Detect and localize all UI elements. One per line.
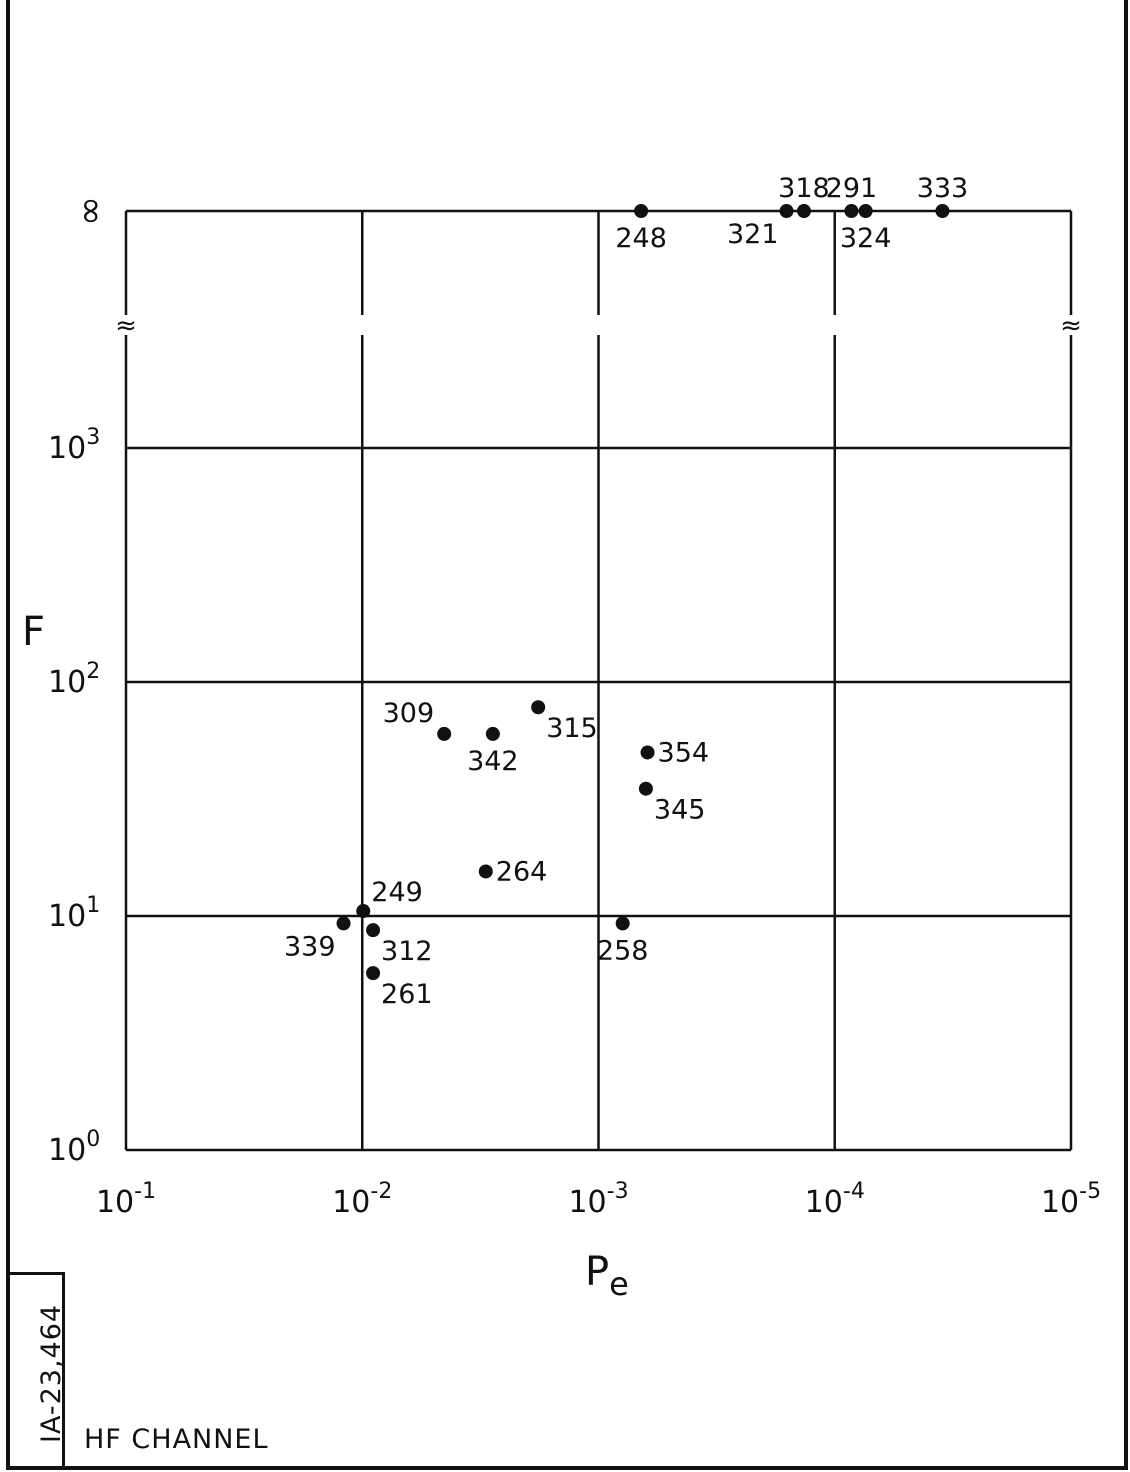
data-label-309: 309 (383, 698, 435, 729)
data-point-309 (437, 726, 452, 741)
x-axis-label: Pe (585, 1249, 629, 1303)
data-label-321: 321 (727, 219, 779, 250)
data-point-324 (858, 204, 873, 218)
data-point-318 (796, 204, 811, 218)
data-label-249: 249 (371, 877, 423, 908)
data-label-318: 318 (778, 173, 830, 204)
data-label-324: 324 (840, 223, 892, 254)
data-label-342: 342 (467, 746, 519, 777)
figure-caption: HF CHANNEL (84, 1424, 269, 1455)
data-label-315: 315 (546, 713, 598, 744)
data-label-291: 291 (826, 173, 878, 204)
data-point-342 (485, 726, 500, 741)
y-tick-labels: 100 101 102 103 ∞ (48, 196, 112, 1168)
data-point-315 (531, 700, 546, 715)
data-point-291 (844, 204, 859, 218)
data-label-354: 354 (658, 737, 710, 768)
data-label-345: 345 (654, 795, 706, 826)
x-tick-label: 10-3 (568, 1179, 628, 1220)
data-point-321 (779, 204, 794, 218)
data-label-333: 333 (917, 173, 969, 204)
x-tick-label: 10-1 (96, 1179, 156, 1220)
data-point-258 (615, 916, 630, 931)
data-label-264: 264 (496, 856, 548, 887)
data-point-261 (366, 966, 381, 981)
y-tick-label: 101 (48, 893, 100, 934)
data-label-258: 258 (597, 935, 649, 966)
x-tick-label: 10-2 (332, 1179, 392, 1220)
data-point-345 (638, 781, 653, 796)
plot-grid: ≈ ≈ (115, 209, 1082, 1152)
data-point-264 (478, 864, 493, 879)
y-tick-label: 103 (48, 425, 100, 466)
y-tick-label: 100 (48, 1127, 100, 1168)
data-label-261: 261 (381, 979, 433, 1010)
data-point-333 (935, 204, 950, 218)
data-point-249 (356, 904, 371, 919)
x-tick-labels: 10-1 10-2 10-3 10-4 10-5 (96, 1179, 1101, 1220)
data-point-312 (366, 923, 381, 938)
data-label-339: 339 (284, 931, 336, 962)
y-tick-label-infinity: ∞ (71, 196, 112, 226)
axis-break-mark: ≈ (115, 311, 137, 341)
data-label-248: 248 (615, 223, 667, 254)
axis-break-mark: ≈ (1060, 311, 1082, 341)
y-axis-label: F (22, 609, 45, 655)
data-label-312: 312 (381, 936, 433, 967)
x-tick-label: 10-5 (1041, 1179, 1101, 1220)
figure-id: IA-23,464 (36, 1303, 67, 1443)
data-point-354 (640, 745, 655, 760)
figure-id-box: IA-23,464 (10, 1272, 67, 1469)
y-tick-label: 102 (48, 659, 100, 700)
figure-frame (6, 0, 1128, 1470)
x-tick-label: 10-4 (805, 1179, 865, 1220)
data-point-339 (336, 916, 351, 931)
data-point-248 (634, 204, 649, 218)
